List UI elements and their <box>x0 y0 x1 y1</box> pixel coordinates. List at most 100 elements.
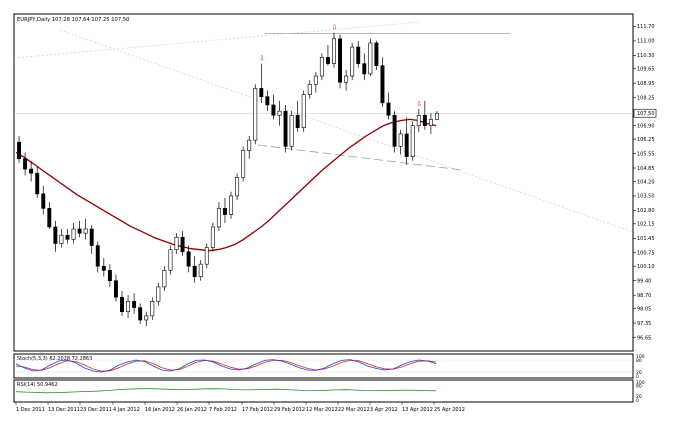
candle-body <box>47 208 52 228</box>
current-price-label: 107.50 <box>637 111 655 117</box>
fractal-marker: ⇩ <box>332 24 338 32</box>
candle-body <box>435 112 439 120</box>
moving-average <box>15 118 437 252</box>
candle-body <box>404 133 409 157</box>
price-tick-label: 100.75 <box>637 251 655 257</box>
candle-body <box>107 270 112 282</box>
candle-body <box>338 38 343 83</box>
candle-body <box>150 301 155 317</box>
current-price-marker: 107.50 <box>633 108 657 118</box>
stoch-tick-label: 0 <box>636 374 639 380</box>
candle-body <box>313 75 318 85</box>
date-tick-label: 29 Feb 2012 <box>274 407 305 413</box>
price-tick-label: 98.05 <box>637 306 651 312</box>
price-tick-label: 97.35 <box>637 321 651 327</box>
candle-body <box>83 228 88 234</box>
price-tick-label: 100.10 <box>637 264 655 270</box>
candle-body <box>198 263 203 277</box>
rsi-panel-frame <box>13 379 634 403</box>
candle-body <box>295 115 300 129</box>
candle-body <box>380 65 385 104</box>
candle-body <box>325 57 330 64</box>
price-tick-label: 102.80 <box>637 208 655 214</box>
price-tick-label: 110.30 <box>637 53 655 59</box>
candle-body <box>247 139 252 151</box>
neckline <box>257 144 463 171</box>
candle-body <box>223 208 227 215</box>
stoch-signal-line <box>15 359 437 372</box>
trendlines <box>13 21 634 233</box>
rsi-tick-label: 100 <box>636 380 645 386</box>
candle-body <box>113 280 118 298</box>
price-tick-label: 108.95 <box>637 81 655 87</box>
price-tick-label: 106.25 <box>637 137 655 143</box>
candle-body <box>35 172 40 195</box>
rsi-line <box>15 388 437 394</box>
candle-body <box>289 115 294 147</box>
candle-body <box>174 236 179 250</box>
price-tick-label: 106.90 <box>637 123 655 129</box>
candle-body <box>265 96 270 106</box>
price-tick-label: 102.15 <box>637 222 655 228</box>
stochastic-lines <box>14 359 633 373</box>
candle-body <box>120 296 124 313</box>
candle-body <box>398 133 403 147</box>
candle-body <box>386 102 391 116</box>
candle-body <box>41 193 46 209</box>
candle-body <box>332 38 336 64</box>
candle-body <box>138 307 143 321</box>
fractal-marker: ⇩ <box>259 55 265 63</box>
candle-body <box>307 83 312 95</box>
candle-body <box>319 57 324 77</box>
fractal-marker: ⇩ <box>416 100 422 108</box>
date-tick-label: 13 Dec 2011 <box>48 407 80 413</box>
candle-body <box>71 228 76 240</box>
price-tick-label: 96.65 <box>637 335 651 341</box>
candle-body <box>283 110 288 147</box>
current-price-box <box>633 108 657 118</box>
rsi-line <box>15 388 437 394</box>
stoch-main-line <box>15 359 437 373</box>
candle-body <box>156 286 161 302</box>
candle-body <box>17 141 21 160</box>
price-tick-label: 99.40 <box>637 279 651 285</box>
price-tick-label: 109.65 <box>637 67 655 73</box>
candle-body <box>350 46 355 77</box>
price-axis: 111.70 111.00 110.30 109.65 108.95 108.25 106.… <box>633 24 655 341</box>
rsi-tick-label: 20 <box>636 394 642 400</box>
candle-body <box>29 168 34 174</box>
price-tick-label: 104.20 <box>637 179 655 185</box>
candle-body <box>428 119 433 126</box>
candle-body <box>204 247 209 265</box>
candle-body <box>410 125 415 157</box>
candle-body <box>144 315 149 321</box>
candle-body <box>23 158 28 170</box>
date-tick-label: 26 Jan 2012 <box>177 407 207 413</box>
candle-body <box>344 75 349 83</box>
date-tick-label: 22 Mar 2012 <box>338 407 370 413</box>
candle-body <box>65 234 70 240</box>
candle-body <box>259 88 264 97</box>
date-tick-label: 3 Apr 2012 <box>370 407 398 413</box>
candle-body <box>356 46 361 64</box>
candle-body <box>168 249 173 271</box>
candle-body <box>180 236 185 253</box>
candle-body <box>374 42 379 66</box>
candle-body <box>132 301 137 308</box>
candle-body <box>186 251 191 267</box>
candle-body <box>271 104 276 116</box>
ma-line <box>15 118 437 252</box>
candle-body <box>368 42 373 75</box>
stoch-panel-frame <box>13 353 634 379</box>
rsi-tick-label: 80 <box>636 383 642 389</box>
date-tick-label: 4 Jan 2012 <box>113 407 140 413</box>
date-tick-label: 17 Feb 2012 <box>242 407 273 413</box>
price-tick-label: 98.70 <box>637 293 651 299</box>
rsi-tick-label: 0 <box>636 398 639 404</box>
candle-body <box>229 195 233 215</box>
price-tick-label: 105.55 <box>637 151 655 157</box>
price-tick-label: 104.85 <box>637 166 655 172</box>
